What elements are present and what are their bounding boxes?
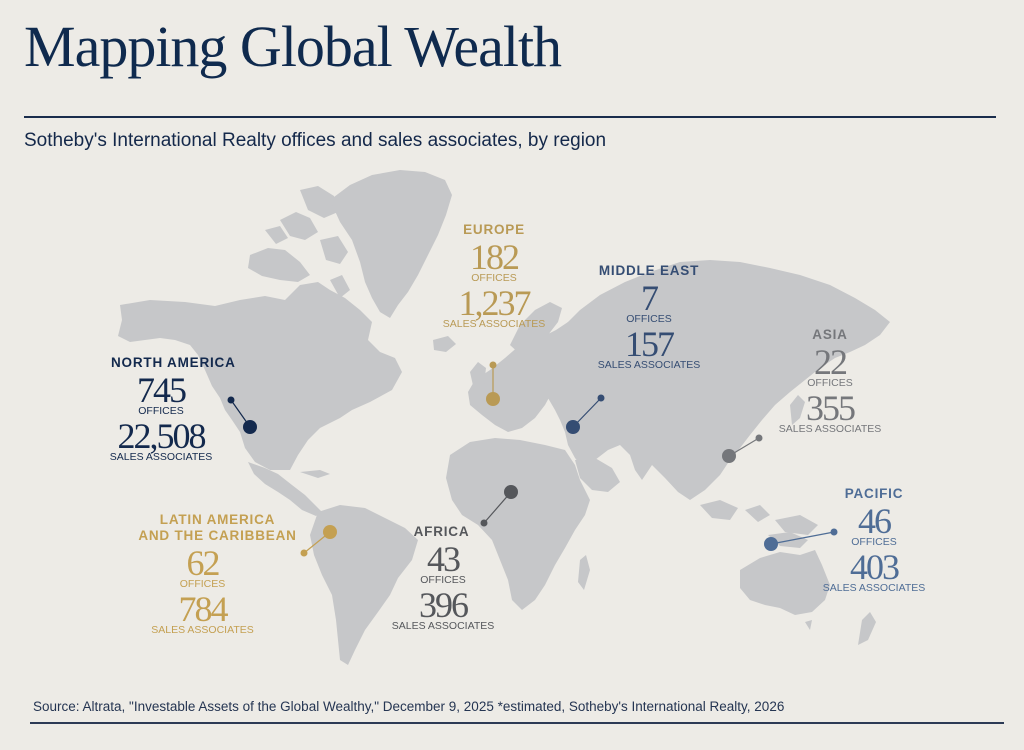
connector-europe	[486, 361, 500, 406]
south-america-landmass	[310, 505, 418, 665]
offices-count: 182	[470, 237, 520, 277]
new-zealand	[858, 612, 876, 645]
connector-north-america	[227, 396, 257, 434]
associates-count: 22,508	[117, 416, 207, 456]
offices-label: OFFICES	[471, 272, 517, 284]
region-latin-america: LATIN AMERICA AND THE CARIBBEAN 62 OFFIC…	[135, 512, 300, 636]
asia-landmass	[548, 260, 890, 500]
offices-count: 7	[641, 278, 659, 318]
region-north-america: NORTH AMERICA 745 OFFICES 22,508 SALES A…	[100, 355, 250, 463]
scandinavia	[510, 302, 562, 356]
offices-count: 745	[137, 370, 187, 410]
region-name: PACIFIC	[844, 486, 904, 501]
arctic-islands	[248, 248, 310, 282]
offices-label: OFFICES	[138, 405, 184, 417]
region-name: EUROPE	[463, 222, 525, 237]
region-name: ASIA	[812, 327, 848, 342]
associates-count: 157	[625, 324, 675, 364]
offices-label: OFFICES	[807, 377, 853, 389]
offices-label: OFFICES	[851, 536, 897, 548]
arabia	[575, 458, 620, 492]
offices-count: 22	[814, 342, 848, 382]
region-name-line1: LATIN AMERICA	[159, 512, 276, 527]
associates-label: SALES ASSOCIATES	[822, 582, 926, 594]
offices-label: OFFICES	[626, 313, 672, 325]
africa-landmass	[446, 438, 590, 610]
central-america	[248, 462, 322, 516]
region-europe: EUROPE 182 OFFICES 1,237 SALES ASSOCIATE…	[434, 222, 554, 330]
connector-pacific	[764, 528, 838, 551]
offices-count: 46	[858, 501, 892, 541]
page-subtitle: Sotheby's International Realty offices a…	[24, 130, 607, 151]
region-name: AFRICA	[413, 524, 470, 539]
offices-count: 62	[186, 543, 221, 583]
connector-middle-east	[566, 394, 605, 434]
offices-count: 43	[427, 539, 461, 579]
associates-count: 784	[178, 589, 229, 629]
north-america-landmass	[118, 282, 402, 470]
footer-divider	[30, 722, 1004, 724]
source-note: Source: Altrata, "Investable Assets of t…	[33, 699, 785, 714]
region-name: MIDDLE EAST	[598, 263, 700, 278]
connector-africa	[480, 485, 518, 527]
title-divider	[24, 116, 996, 118]
uk-isles	[470, 362, 486, 390]
australia-landmass	[740, 550, 830, 615]
associates-label: SALES ASSOCIATES	[597, 359, 701, 371]
associates-count: 1,237	[458, 283, 532, 323]
associates-label: SALES ASSOCIATES	[442, 318, 546, 330]
page-title: Mapping Global Wealth	[24, 14, 562, 79]
region-middle-east: MIDDLE EAST 7 OFFICES 157 SALES ASSOCIAT…	[589, 263, 709, 371]
iceland	[433, 336, 456, 352]
associates-label: SALES ASSOCIATES	[778, 423, 882, 435]
associates-label: SALES ASSOCIATES	[151, 624, 254, 636]
connector-asia	[722, 434, 763, 463]
region-pacific: PACIFIC 46 OFFICES 403 SALES ASSOCIATES	[814, 486, 934, 594]
associates-count: 396	[419, 585, 469, 625]
greenland-landmass	[330, 170, 452, 318]
connector-latin-america	[300, 525, 337, 557]
japan	[790, 395, 805, 425]
offices-label: OFFICES	[179, 578, 226, 590]
associates-label: SALES ASSOCIATES	[391, 620, 495, 632]
associates-count: 355	[806, 388, 856, 428]
associates-count: 403	[850, 547, 900, 587]
region-name: NORTH AMERICA	[111, 355, 236, 370]
associates-label: SALES ASSOCIATES	[109, 451, 213, 463]
region-name-line2: AND THE CARIBBEAN	[138, 528, 297, 543]
region-asia: ASIA 22 OFFICES 355 SALES ASSOCIATES	[770, 327, 890, 435]
region-africa: AFRICA 43 OFFICES 396 SALES ASSOCIATES	[385, 524, 505, 632]
offices-label: OFFICES	[420, 574, 466, 586]
madagascar	[578, 555, 590, 590]
